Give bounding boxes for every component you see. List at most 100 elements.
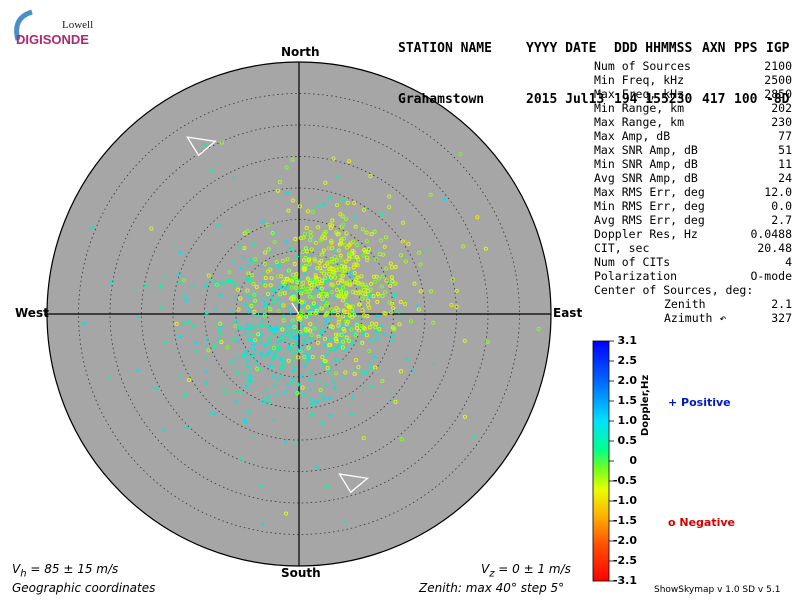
stat-value: 2850 [764,87,792,101]
negative-source-point [214,282,219,287]
negative-source-point [389,265,394,270]
negative-source-point [329,307,334,312]
negative-source-point [412,281,417,286]
negative-source-point [304,225,309,230]
positive-source-point [283,332,288,337]
positive-source-point [241,255,246,260]
negative-source-point [301,313,306,318]
positive-source-point [218,292,223,297]
negative-source-point [331,156,336,161]
positive-source-point [442,197,447,202]
antenna-triangle [186,136,217,157]
positive-source-point [262,303,267,308]
positive-source-point [317,381,322,386]
negative-source-point [315,266,320,271]
positive-source-point [425,247,430,252]
logo-line2: DIGISONDE [16,32,89,47]
stat-label: Center of Sources, deg: [594,283,754,297]
positive-source-point [343,288,348,293]
positive-source-point [252,347,257,352]
positive-source-point [231,259,236,264]
colorbar-tick-label: 2.0 [617,374,638,387]
stat-label: Zenith [664,297,706,311]
negative-source-point [316,334,321,339]
negative-source-point [345,200,350,205]
val-time: 194 155230 [614,92,693,107]
positive-source-point [309,373,314,378]
positive-source-point [294,336,299,341]
negative-source-point [350,315,355,320]
colorbar-tick-label: 1.5 [617,394,638,407]
positive-source-point [343,519,348,524]
positive-source-point [182,293,187,298]
positive-source-point [272,383,277,388]
negative-source-point [302,355,307,360]
zenith-info: Zenith: max 40° step 5° [419,581,565,595]
negative-source-point [249,303,254,308]
stat-label: Avg SNR Amp, dB [594,171,698,185]
negative-source-point [322,271,327,276]
positive-source-point [267,400,272,405]
stat-label: Doppler Res, Hz [594,227,698,241]
negative-source-point [303,231,308,236]
positive-source-point [158,284,163,289]
positive-source-point [301,392,306,397]
negative-source-point [286,208,291,213]
label-west: West [15,306,49,320]
stat-row: Num of CITs 4 [594,255,792,269]
negative-source-point [306,345,311,350]
negative-source-point [357,302,362,307]
positive-source-point [232,282,237,287]
vh-symbol: V [12,562,21,576]
negative-source-point [349,307,355,313]
negative-source-point [322,294,327,299]
negative-source-point [360,308,365,313]
positive-source-point [360,371,365,376]
positive-source-point [299,374,304,379]
positive-source-point [285,305,290,310]
stat-label: Max RMS Err, deg [594,185,705,199]
positive-source-point [262,397,267,402]
negative-source-point [325,261,330,266]
negative-source-point [356,280,361,285]
positive-source-point [390,334,395,339]
negative-source-point [319,291,324,296]
negative-source-point [313,273,318,278]
negative-source-point [351,265,356,270]
negative-source-point [275,274,280,279]
vz-subscript: z [489,568,495,580]
positive-source-point [234,399,239,404]
horizontal-velocity: Vh = 85 ± 15 m/s [12,562,118,579]
vertical-velocity: Vz = 0 ± 1 m/s [481,562,571,579]
positive-source-point [375,336,380,341]
positive-source-point [392,293,397,298]
negative-source-point [398,369,403,374]
negative-source-point [340,278,345,283]
positive-legend: + Positive [668,396,731,409]
positive-source-point [308,346,313,351]
negative-source-point [372,279,377,284]
positive-source-point [260,219,265,224]
negative-source-point [450,277,455,282]
positive-source-point [369,384,374,389]
positive-source-point [275,173,280,178]
positive-source-point [389,391,394,396]
positive-source-point [183,253,188,258]
positive-source-point [263,387,268,392]
positive-source-point [312,399,317,404]
positive-source-point [177,373,182,378]
positive-source-point [303,332,308,337]
negative-source-point [343,281,348,286]
stat-row: Num of Sources 2100 [594,59,792,73]
positive-source-point [209,168,214,173]
negative-source-point [375,299,380,304]
positive-source-point [280,358,285,363]
negative-source-point [319,286,324,291]
positive-source-point [283,286,288,291]
positive-source-point [161,428,166,433]
negative-source-point [335,312,340,318]
negative-source-point [310,310,315,316]
negative-source-point [356,365,361,370]
negative-source-point [377,251,382,257]
negative-source-point [339,273,344,278]
